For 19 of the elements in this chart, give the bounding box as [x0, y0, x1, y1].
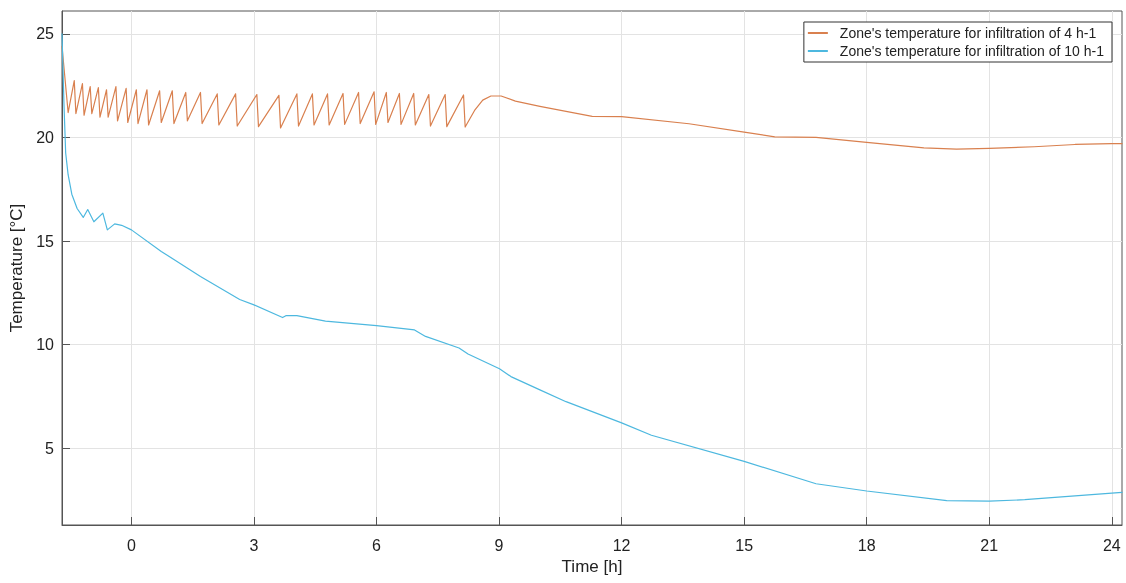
x-axis-title: Time [h] [561, 556, 623, 576]
x-tick-label: 9 [494, 536, 504, 554]
x-tick-label: 24 [1102, 536, 1121, 554]
y-axis-title: Temperature [°C] [7, 203, 27, 333]
x-tick-label: 0 [126, 536, 136, 554]
y-tick-label: 15 [36, 232, 55, 250]
y-tick-label: 10 [36, 336, 55, 354]
y-tick-label: 20 [36, 128, 55, 146]
line-series [61, 45, 1123, 150]
x-tick-label: 12 [612, 536, 631, 554]
y-tick-label: 5 [45, 439, 55, 457]
x-tick-label: 18 [857, 536, 876, 554]
y-tick-label: 25 [36, 25, 55, 43]
x-tick-label: 15 [735, 536, 754, 554]
x-tick-label: 21 [980, 536, 999, 554]
legend-label: Zone's temperature for infiltration of 10 h-1 [839, 43, 1105, 59]
x-tick-label: 3 [249, 536, 259, 554]
legend-label: Zone's temperature for infiltration of 4 h-1 [839, 25, 1097, 41]
x-tick-label: 6 [372, 536, 382, 554]
